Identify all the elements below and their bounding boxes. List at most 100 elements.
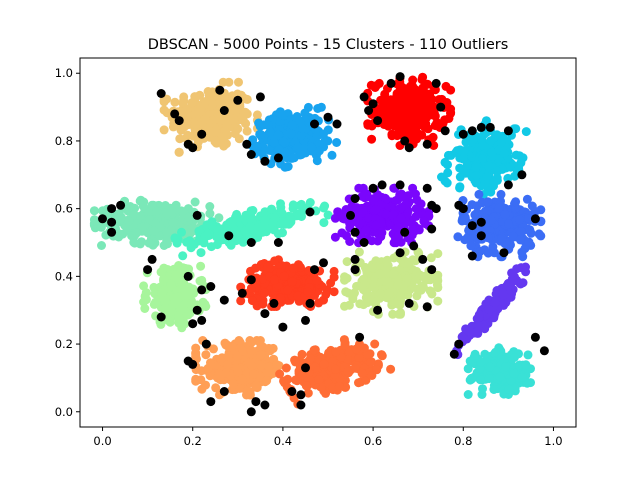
cluster-point [489,385,499,394]
cluster-point [394,120,404,130]
plot-frame [79,57,577,428]
cluster-point [247,361,257,371]
cluster-point [466,241,476,251]
cluster-point [370,339,380,349]
cluster-point [455,163,465,173]
cluster-point [483,233,493,243]
cluster-point [201,302,211,311]
cluster-point [340,301,349,311]
cluster-point [386,364,396,374]
cluster-point [162,209,172,219]
outlier-point [260,400,270,410]
cluster-point [371,220,381,230]
cluster-point [218,132,228,142]
outlier-point [219,387,229,396]
cluster-4 [437,116,531,199]
cluster-point [373,190,383,200]
cluster-8 [453,189,546,262]
cluster-14 [275,335,396,409]
cluster-point [159,125,169,135]
cluster-point [162,94,172,104]
cluster-point [536,231,546,241]
cluster-point [269,138,279,147]
outlier-point [197,129,207,139]
cluster-point [397,103,407,113]
outlier-point [219,106,229,115]
cluster-15 [463,343,535,399]
cluster-point [237,374,247,384]
cluster-point [367,134,377,144]
cluster-point [144,238,154,248]
cluster-point [351,344,361,354]
cluster-point [178,251,188,261]
cluster-point [174,313,184,323]
cluster-point [484,374,494,384]
cluster-point [185,229,195,239]
cluster-point [357,368,367,378]
y-tick-label: 0.2 [55,337,73,351]
cluster-point [124,216,134,226]
cluster-point [412,98,422,108]
outlier-point [323,112,333,122]
cluster-point [490,298,500,308]
cluster-point [191,348,201,358]
outlier-point [364,106,374,115]
cluster-point [354,247,364,257]
cluster-point [388,210,398,219]
outlier-point [188,143,198,153]
cluster-point [171,204,181,214]
outlier-point [183,271,193,281]
outlier-point [404,298,414,308]
cluster-point [240,109,250,119]
cluster-point [390,299,400,309]
cluster-point [296,131,306,141]
cluster-point [177,227,186,237]
cluster-point [223,351,233,361]
outlier-point [201,339,211,349]
cluster-7 [330,183,434,248]
outlier-point [431,204,441,214]
cluster-point [476,357,486,367]
cluster-point [147,200,157,210]
cluster-point [465,356,475,366]
cluster-point [484,161,494,171]
cluster-point [494,203,504,213]
cluster-point [330,232,340,242]
cluster-point [273,130,283,140]
cluster-point [482,206,492,215]
outlier-point [273,153,283,163]
x-axis: 0.0 0.2 0.4 0.6 0.8 1.0 [93,427,563,448]
cluster-point [338,213,348,223]
cluster-point [342,231,351,241]
cluster-point [404,258,414,268]
cluster-point [247,206,257,216]
cluster-point [137,237,146,247]
cluster-point [504,280,514,290]
cluster-point [396,213,406,223]
cluster-point [162,108,172,118]
cluster-point [492,173,502,183]
cluster-point [144,208,154,218]
outlier-point [359,238,369,247]
cluster-point [483,197,493,207]
cluster-point [440,157,450,167]
cluster-point [487,148,497,157]
cluster-point [298,124,308,133]
cluster-point [375,269,385,279]
cluster-point [206,358,215,368]
cluster-point [234,336,244,345]
cluster-point [230,129,240,139]
cluster-point [232,351,242,361]
cluster-point [268,114,277,124]
outlier-point [422,302,432,312]
cluster-point [530,206,540,216]
cluster-point [242,126,252,136]
cluster-point [361,225,371,235]
outlier-point [246,238,256,247]
cluster-point [287,277,297,286]
cluster-point [354,183,364,193]
cluster-point [183,213,193,222]
cluster-point [396,93,406,103]
outlier-point [517,170,527,180]
cluster-point [205,209,215,219]
